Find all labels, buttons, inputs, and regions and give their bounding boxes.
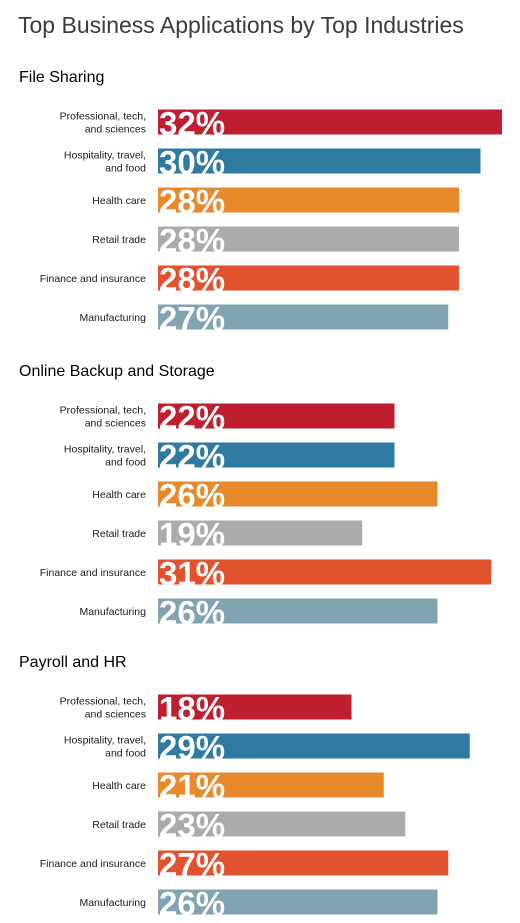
category-label: Health care [92,780,146,792]
value-label: 29% [159,729,225,766]
bar [158,559,492,585]
category-label: Hospitality, travel, and food [64,444,146,469]
value-label: 28% [159,222,225,259]
bar [158,520,363,546]
value-label: 22% [159,399,225,436]
category-label: Retail trade [92,234,146,246]
value-label: 19% [159,516,225,553]
category-label: Professional, tech, and sciences [60,696,146,721]
category-label: Hospitality, travel, and food [64,735,146,760]
page-title: Top Business Applications by Top Industr… [18,12,464,38]
category-label: Professional, tech, and sciences [60,111,146,136]
bar [158,481,438,507]
category-label: Retail trade [92,528,146,540]
bar [158,598,438,624]
value-label: 32% [159,105,225,142]
value-label: 23% [159,807,225,844]
value-label: 30% [159,144,225,181]
section-title: File Sharing [19,69,104,86]
value-label: 21% [159,768,225,805]
value-label: 31% [159,555,225,592]
bar [158,304,449,330]
value-label: 22% [159,438,225,475]
value-label: 28% [159,183,225,220]
value-label: 28% [159,261,225,298]
bar [158,772,384,798]
value-label: 27% [159,846,225,883]
bar [158,148,481,174]
category-label: Finance and insurance [40,858,146,870]
value-label: 18% [159,690,225,727]
bar [158,442,395,468]
category-label: Health care [92,195,146,207]
bar [158,403,395,429]
section-title: Payroll and HR [19,654,127,671]
bar [158,187,459,213]
category-label: Retail trade [92,819,146,831]
category-label: Health care [92,489,146,501]
bar [158,733,470,759]
category-label: Hospitality, travel, and food [64,150,146,175]
category-label: Manufacturing [79,897,146,909]
value-label: 26% [159,885,225,922]
value-label: 26% [159,477,225,514]
bar [158,694,352,720]
category-label: Manufacturing [79,606,146,618]
bar [158,265,459,291]
bar [158,850,449,876]
category-label: Finance and insurance [40,273,146,285]
bar [158,109,502,135]
category-label: Manufacturing [79,312,146,324]
bar [158,889,438,915]
value-label: 26% [159,594,225,631]
value-label: 27% [159,300,225,337]
category-label: Finance and insurance [40,567,146,579]
category-label: Professional, tech, and sciences [60,405,146,430]
bar [158,226,459,252]
section-title: Online Backup and Storage [19,363,215,380]
bar [158,811,406,837]
